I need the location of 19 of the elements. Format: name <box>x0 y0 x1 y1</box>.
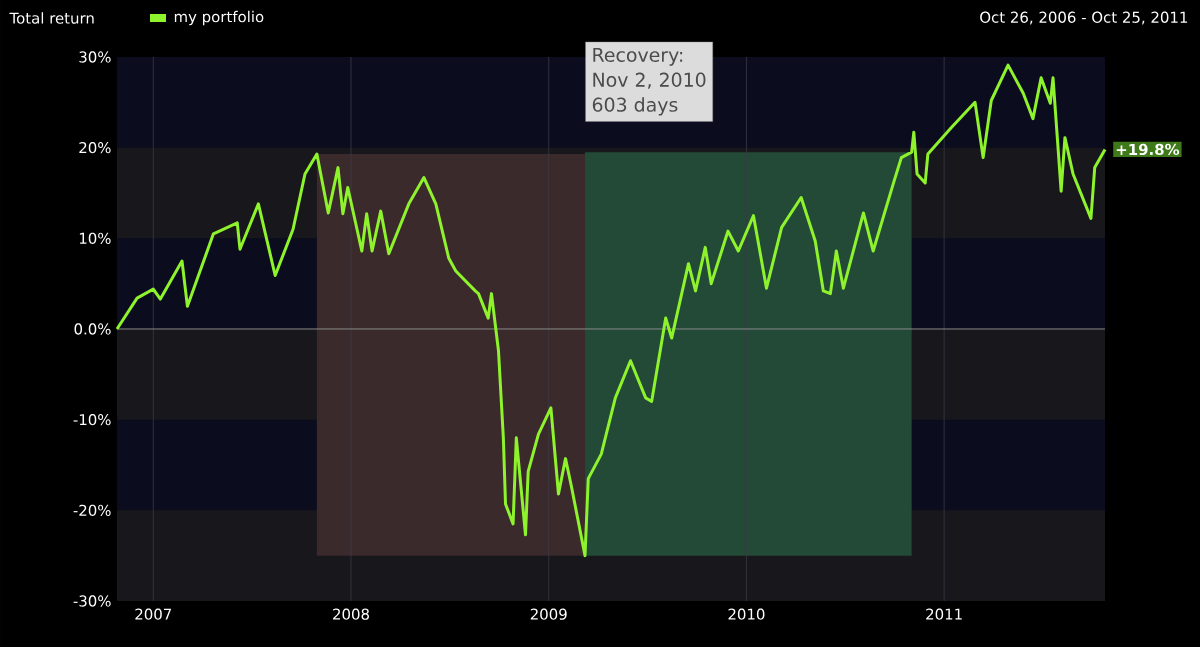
y-tick-label: 20% <box>79 142 111 154</box>
x-tick-label: 2011 <box>926 608 962 620</box>
y-tick-label: -30% <box>73 595 111 607</box>
y-tick-label: 30% <box>79 51 111 63</box>
y-tick-label: -20% <box>73 504 111 516</box>
annotation: Nov 2, 2010 <box>593 72 706 89</box>
x-tick-label: 2009 <box>530 608 567 620</box>
y-tick-label: 10% <box>79 232 111 244</box>
legend-label: my portfolio <box>174 10 264 26</box>
chart-title: Total return <box>9 12 94 24</box>
chart-subtitle: Oct 26, 2006 - Oct 25, 2011 <box>980 11 1188 25</box>
x-tick-label: 2010 <box>728 608 765 620</box>
y-tick-label: -10% <box>73 414 111 426</box>
y-tick-label: 0.0% <box>74 323 111 335</box>
x-tick-label: 2008 <box>333 608 369 620</box>
x-tick-label: 2007 <box>135 608 172 620</box>
data-label: +19.8% <box>1116 143 1180 156</box>
annotation: 603 days <box>592 97 678 116</box>
annotation: Recovery: <box>593 47 683 66</box>
